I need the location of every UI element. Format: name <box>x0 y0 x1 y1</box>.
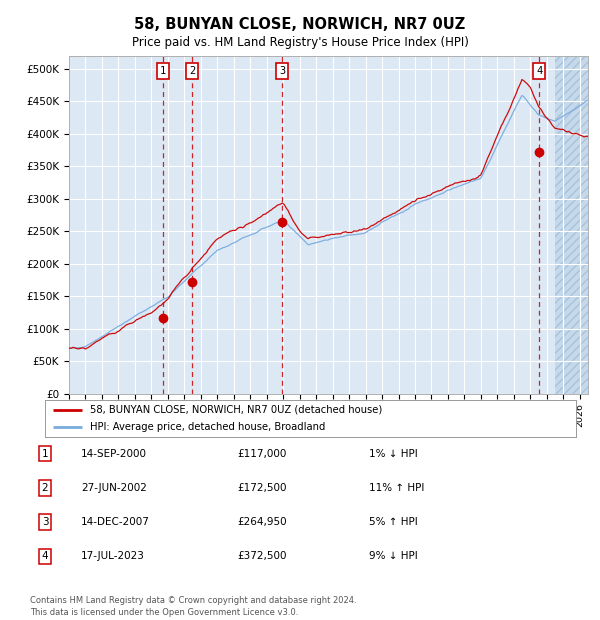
Text: 4: 4 <box>536 66 542 76</box>
Text: 58, BUNYAN CLOSE, NORWICH, NR7 0UZ (detached house): 58, BUNYAN CLOSE, NORWICH, NR7 0UZ (deta… <box>90 405 382 415</box>
Text: 3: 3 <box>41 517 49 527</box>
Text: Price paid vs. HM Land Registry's House Price Index (HPI): Price paid vs. HM Land Registry's House … <box>131 36 469 48</box>
Text: 14-SEP-2000: 14-SEP-2000 <box>81 449 147 459</box>
Text: 1: 1 <box>160 66 166 76</box>
Text: £372,500: £372,500 <box>237 551 287 561</box>
Text: £172,500: £172,500 <box>237 483 287 493</box>
Text: 58, BUNYAN CLOSE, NORWICH, NR7 0UZ: 58, BUNYAN CLOSE, NORWICH, NR7 0UZ <box>134 17 466 32</box>
Text: Contains HM Land Registry data © Crown copyright and database right 2024.
This d: Contains HM Land Registry data © Crown c… <box>30 596 356 617</box>
Text: 1% ↓ HPI: 1% ↓ HPI <box>369 449 418 459</box>
Text: 2: 2 <box>189 66 196 76</box>
Text: 4: 4 <box>41 551 49 561</box>
Text: 27-JUN-2002: 27-JUN-2002 <box>81 483 147 493</box>
Text: 1: 1 <box>41 449 49 459</box>
Bar <box>555 56 588 394</box>
Text: 17-JUL-2023: 17-JUL-2023 <box>81 551 145 561</box>
Text: 5% ↑ HPI: 5% ↑ HPI <box>369 517 418 527</box>
Text: £264,950: £264,950 <box>237 517 287 527</box>
Text: 14-DEC-2007: 14-DEC-2007 <box>81 517 150 527</box>
Text: HPI: Average price, detached house, Broadland: HPI: Average price, detached house, Broa… <box>90 422 326 432</box>
Text: 11% ↑ HPI: 11% ↑ HPI <box>369 483 424 493</box>
Text: 3: 3 <box>279 66 286 76</box>
Text: 2: 2 <box>41 483 49 493</box>
Text: £117,000: £117,000 <box>237 449 286 459</box>
Text: 9% ↓ HPI: 9% ↓ HPI <box>369 551 418 561</box>
